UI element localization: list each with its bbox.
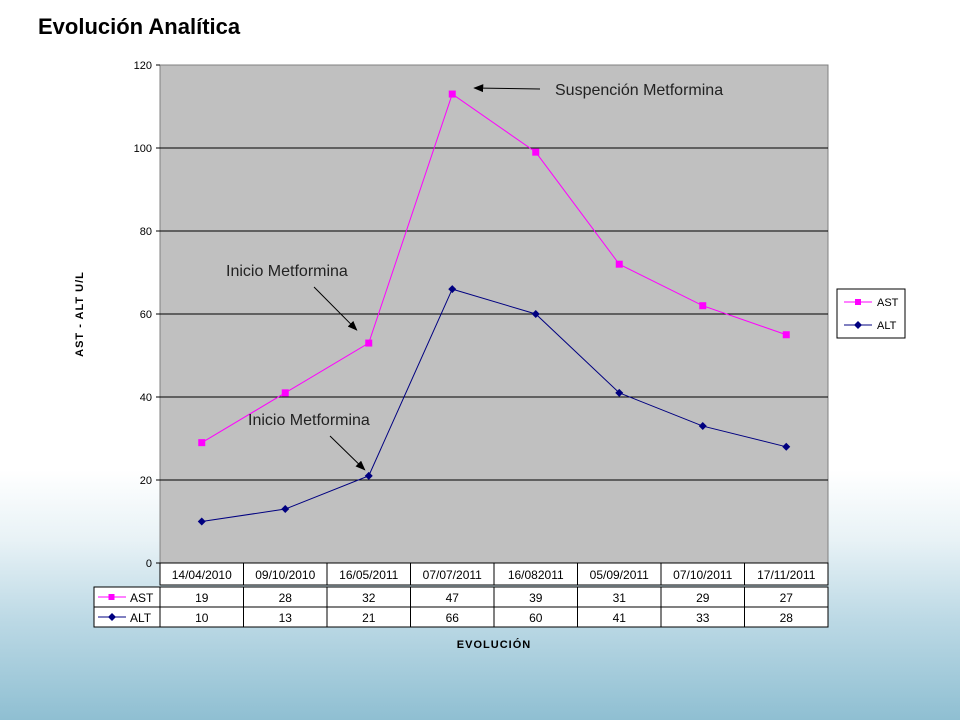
- x-axis-title: EVOLUCIÓN: [457, 638, 531, 651]
- data-table: 14/04/2010 09/10/2010 16/05/2011 07/07/2011…: [93, 562, 829, 628]
- table-legend-marker-ast: [108, 594, 115, 600]
- series-line-alt: [201, 288, 787, 522]
- data-point-ast: [365, 339, 373, 347]
- table-cell-value: 47: [446, 591, 460, 605]
- x-tick-label: 16/082011: [508, 568, 564, 582]
- y-tick-label: 60: [140, 309, 152, 321]
- data-point-ast: [699, 302, 707, 310]
- table-cell-value: 66: [446, 611, 460, 625]
- table-cell-value: 13: [279, 611, 293, 625]
- table-cell-value: 33: [696, 611, 710, 625]
- table-cell-value: 21: [362, 611, 376, 625]
- y-tick-label: 0: [146, 558, 152, 570]
- table-series-label: AST: [130, 591, 154, 605]
- x-tick-label: 07/07/2011: [423, 568, 482, 582]
- y-axis-title: AST - ALT U/L: [74, 271, 86, 357]
- legend-box: [836, 288, 906, 339]
- data-point-alt: [448, 285, 457, 294]
- x-tick-label: 17/11/2011: [757, 568, 816, 582]
- data-point-alt: [531, 310, 540, 318]
- x-tick-label: 07/10/2011: [673, 568, 732, 582]
- table-legend-marker-alt: [108, 613, 116, 621]
- series-line-ast: [201, 93, 787, 444]
- x-tick-label: 16/05/2011: [339, 568, 398, 582]
- table-series-label: ALT: [130, 611, 152, 625]
- legend-ast-label: AST: [877, 297, 899, 309]
- y-tick-label: 40: [140, 392, 152, 404]
- table-cell-value: 27: [780, 591, 794, 605]
- table-cell-value: 10: [195, 611, 209, 625]
- data-point-ast: [281, 389, 289, 397]
- series-lines: [197, 90, 791, 526]
- slide-title: Evolución Analítica: [38, 14, 241, 39]
- data-point-alt: [782, 442, 791, 451]
- legend: AST ALT: [836, 288, 906, 339]
- gridlines: [160, 147, 828, 481]
- data-point-ast: [198, 439, 206, 447]
- y-tick-label: 120: [134, 60, 152, 72]
- table-cell-value: 28: [279, 591, 293, 605]
- table-cell-value: 32: [362, 591, 376, 605]
- annotation-arrow: [473, 84, 541, 93]
- data-point-ast: [448, 90, 456, 98]
- data-point-alt: [281, 505, 290, 514]
- x-tick-label: 09/10/2010: [255, 568, 315, 582]
- data-point-ast: [532, 148, 540, 156]
- data-point-alt: [615, 388, 624, 397]
- annotation-label: Inicio Metformina: [226, 263, 348, 280]
- annotation-arrow: [313, 286, 358, 331]
- table-cell-value: 29: [696, 591, 710, 605]
- table-cell-value: 28: [780, 611, 794, 625]
- data-point-alt: [698, 422, 707, 431]
- data-point-ast: [782, 331, 790, 339]
- x-tick-label: 05/09/2011: [590, 568, 649, 582]
- table-cell-value: 60: [529, 611, 543, 625]
- y-tick-label: 80: [140, 226, 152, 238]
- legend-alt-marker: [854, 321, 862, 329]
- legend-ast-marker: [855, 299, 861, 305]
- table-cell-value: 31: [613, 591, 627, 605]
- data-point-ast: [615, 260, 623, 268]
- data-point-alt: [197, 517, 206, 526]
- table-cell-value: 39: [529, 591, 543, 605]
- annotation-label: Suspención Metformina: [555, 82, 723, 99]
- annotations: Suspención Metformina Inicio Metformina In…: [226, 82, 723, 471]
- x-tick-label: 14/04/2010: [172, 568, 232, 582]
- table-cell-value: 41: [613, 611, 627, 625]
- y-tick-label: 20: [140, 475, 152, 487]
- y-axis-ticks: 0 20 40 60 80 100 120: [134, 60, 160, 570]
- legend-alt-label: ALT: [877, 320, 897, 332]
- annotation-label: Inicio Metformina: [248, 412, 370, 429]
- annotation-arrow: [329, 435, 366, 471]
- data-point-alt: [364, 471, 373, 480]
- y-tick-label: 100: [134, 143, 152, 155]
- table-cell-value: 19: [195, 591, 209, 605]
